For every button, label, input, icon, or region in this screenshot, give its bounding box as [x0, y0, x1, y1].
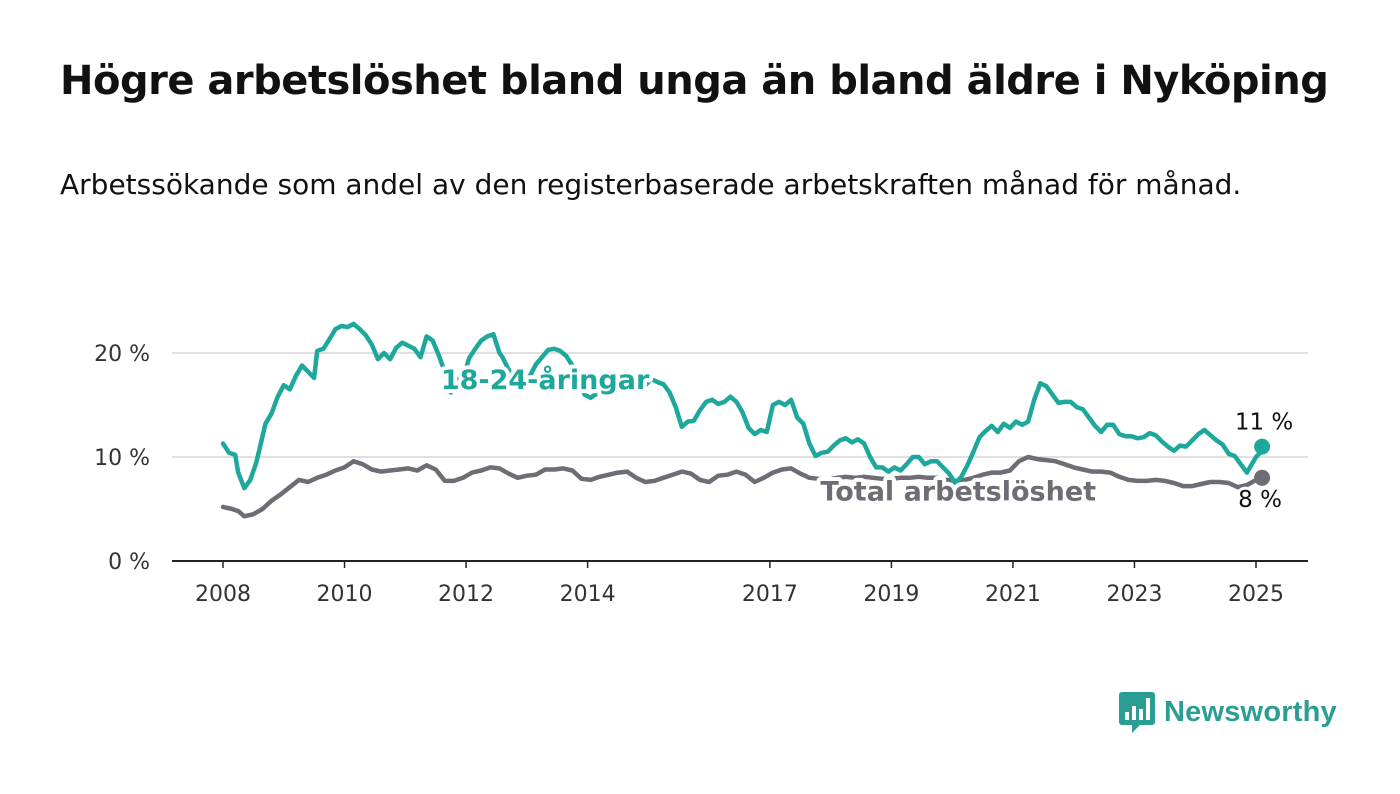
x-tick-label: 2008 [195, 582, 251, 607]
x-tick-label: 2012 [438, 582, 494, 607]
series-annotation: 18-24-åringar [441, 364, 650, 396]
x-tick-label: 2019 [863, 582, 919, 607]
series-line-total [220, 454, 1265, 519]
brand-name: Newsworthy [1164, 695, 1337, 728]
x-tick-label: 2021 [985, 582, 1041, 607]
end-value-label: 11 % [1235, 410, 1293, 436]
newsworthy-logo: Newsworthy [1118, 690, 1337, 734]
x-tick-label: 2025 [1228, 582, 1284, 607]
bar-chart-icon [1119, 692, 1155, 733]
series-lines [220, 321, 1271, 519]
x-tick-label: 2014 [560, 582, 616, 607]
y-tick-label: 0 % [108, 550, 150, 575]
y-tick-label: 10 % [94, 446, 150, 471]
y-tick-label: 20 % [94, 342, 150, 367]
series-labels: 18-24-åringar Total arbetslöshet 11 % 8 % [437, 360, 1296, 516]
end-value-label: 8 % [1238, 487, 1282, 513]
x-tick-label: 2023 [1106, 582, 1162, 607]
series-end-point [1254, 438, 1271, 455]
chart-title: Högre arbetslöshet bland unga än bland ä… [60, 58, 1329, 104]
x-tick-label: 2010 [317, 582, 373, 607]
series-annotation: Total arbetslöshet [820, 476, 1096, 507]
x-tick-label: 2017 [742, 582, 798, 607]
series-line-youth [220, 321, 1265, 491]
series-end-point [1254, 469, 1271, 486]
x-axis-ticks: 2008 2010 2012 2014 2017 2019 2021 2023 2025 [195, 561, 1284, 607]
grid-lines [172, 352, 1308, 562]
y-axis-ticks: 0 % 10 % 20 % [94, 342, 150, 575]
chart-subtitle: Arbetssökande som andel av den registerb… [60, 168, 1242, 201]
